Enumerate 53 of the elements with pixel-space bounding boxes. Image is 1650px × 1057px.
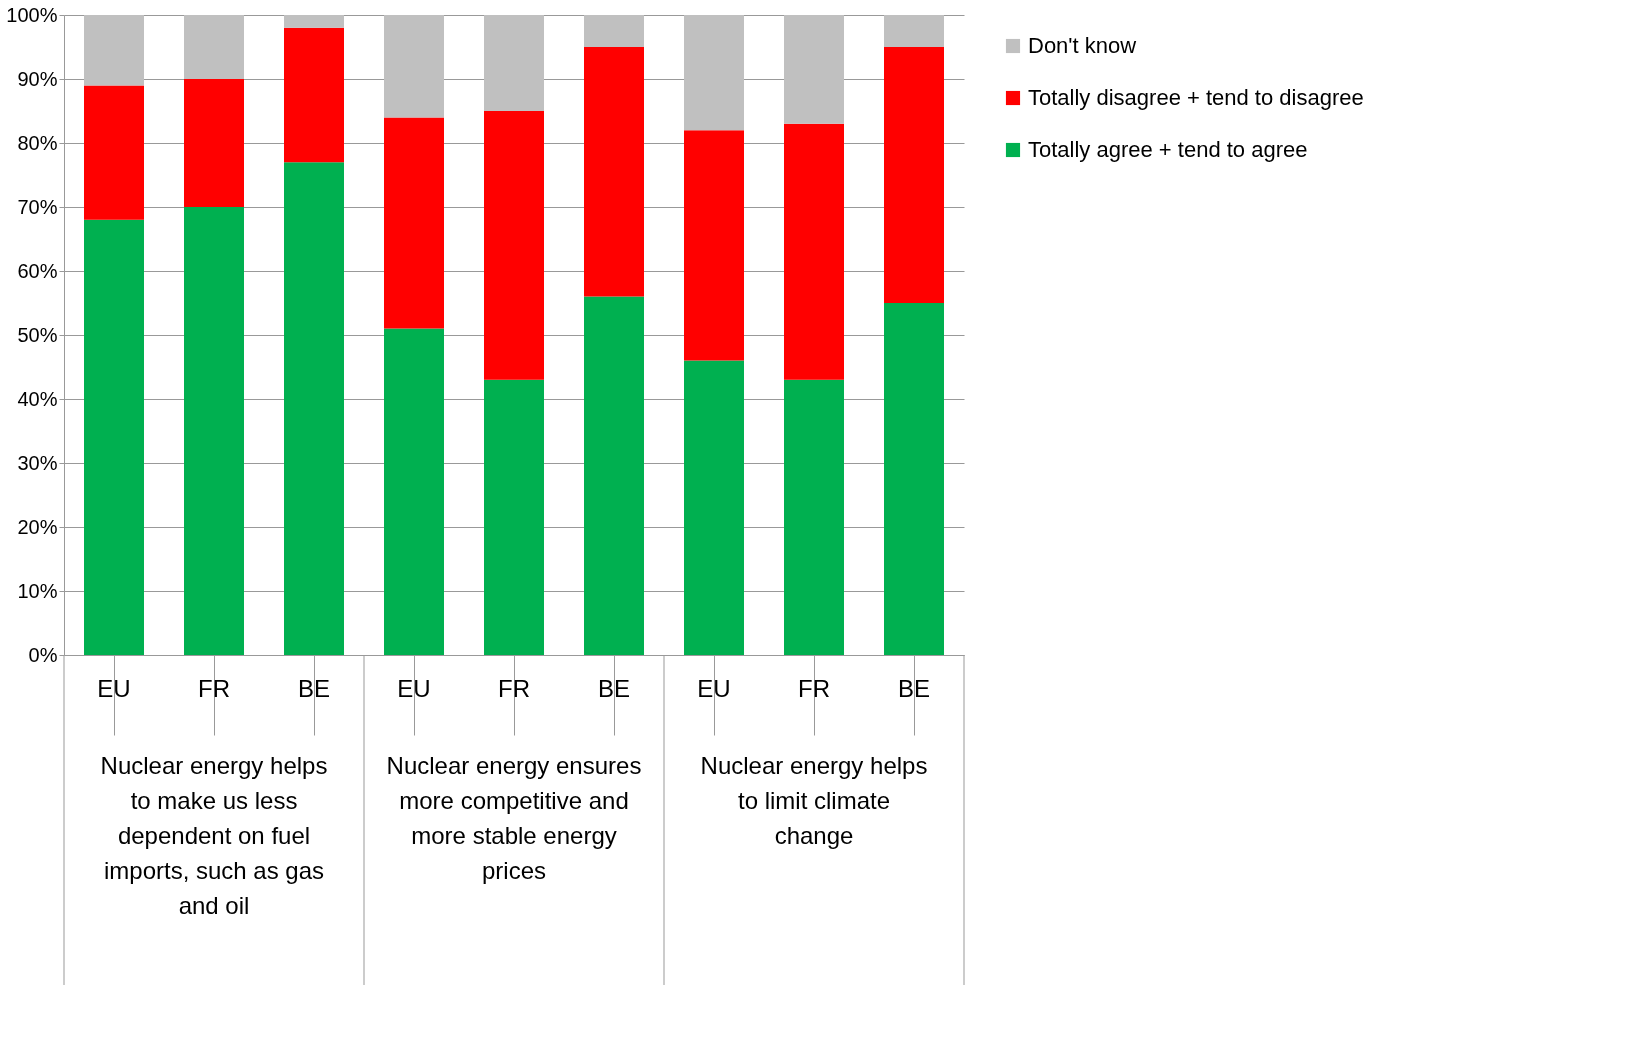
x-tick-label: EU bbox=[697, 674, 731, 702]
bar bbox=[784, 123, 844, 380]
y-tick-label: 50% bbox=[17, 323, 58, 346]
bar bbox=[884, 15, 944, 47]
bar bbox=[584, 296, 644, 655]
text: Nuclear energy ensures more competitive and more stable energy prices bbox=[386, 752, 642, 884]
x-tick-label: FR bbox=[498, 674, 530, 702]
bar bbox=[284, 15, 344, 28]
text: Nuclear energy helps to make us less dependent on fuel imports, such as gas and oil bbox=[100, 752, 328, 919]
x-tick-label: EU bbox=[397, 674, 431, 702]
x-tick-label: FR bbox=[798, 674, 830, 702]
bar bbox=[684, 130, 744, 361]
bar bbox=[484, 15, 544, 111]
bar bbox=[84, 219, 144, 655]
y-tick-label: 90% bbox=[17, 67, 58, 90]
bar bbox=[84, 85, 144, 220]
bar bbox=[384, 328, 444, 655]
y-tick-label: 80% bbox=[17, 131, 58, 154]
bar bbox=[284, 162, 344, 655]
bar bbox=[84, 15, 144, 86]
bar bbox=[884, 47, 944, 303]
y-tick-label: 0% bbox=[28, 643, 58, 666]
bar bbox=[184, 207, 244, 655]
x-tick-label: BE bbox=[297, 674, 331, 702]
bar bbox=[584, 47, 644, 297]
y-tick-label: 40% bbox=[17, 387, 58, 410]
bar bbox=[484, 379, 544, 655]
legend-label: Totally agree + tend to agree bbox=[1028, 137, 1308, 162]
y-tick-label: 100% bbox=[6, 3, 58, 26]
y-tick-label: 20% bbox=[17, 515, 58, 538]
x-tick-label: BE bbox=[897, 674, 931, 702]
bar bbox=[684, 15, 744, 131]
x-tick-label: BE bbox=[597, 674, 631, 702]
x-tick-label: EU bbox=[97, 674, 131, 702]
y-tick-label: 30% bbox=[17, 451, 58, 474]
bar bbox=[784, 379, 844, 655]
bar bbox=[284, 27, 344, 163]
y-tick-label: 10% bbox=[17, 579, 58, 602]
bar bbox=[584, 15, 644, 47]
bar bbox=[384, 15, 444, 118]
text: Nuclear energy helps to limit climate change bbox=[700, 752, 928, 849]
bar bbox=[184, 15, 244, 79]
bar bbox=[384, 117, 444, 329]
bar bbox=[784, 15, 844, 124]
bar bbox=[184, 79, 244, 207]
y-tick-label: 60% bbox=[17, 259, 58, 282]
bar bbox=[884, 303, 944, 655]
bar bbox=[484, 111, 544, 380]
legend-label: Don't know bbox=[1028, 33, 1137, 58]
bar bbox=[684, 360, 744, 655]
y-tick-label: 70% bbox=[17, 195, 58, 218]
legend-label: Totally disagree + tend to disagree bbox=[1028, 85, 1364, 110]
x-tick-label: FR bbox=[198, 674, 230, 702]
